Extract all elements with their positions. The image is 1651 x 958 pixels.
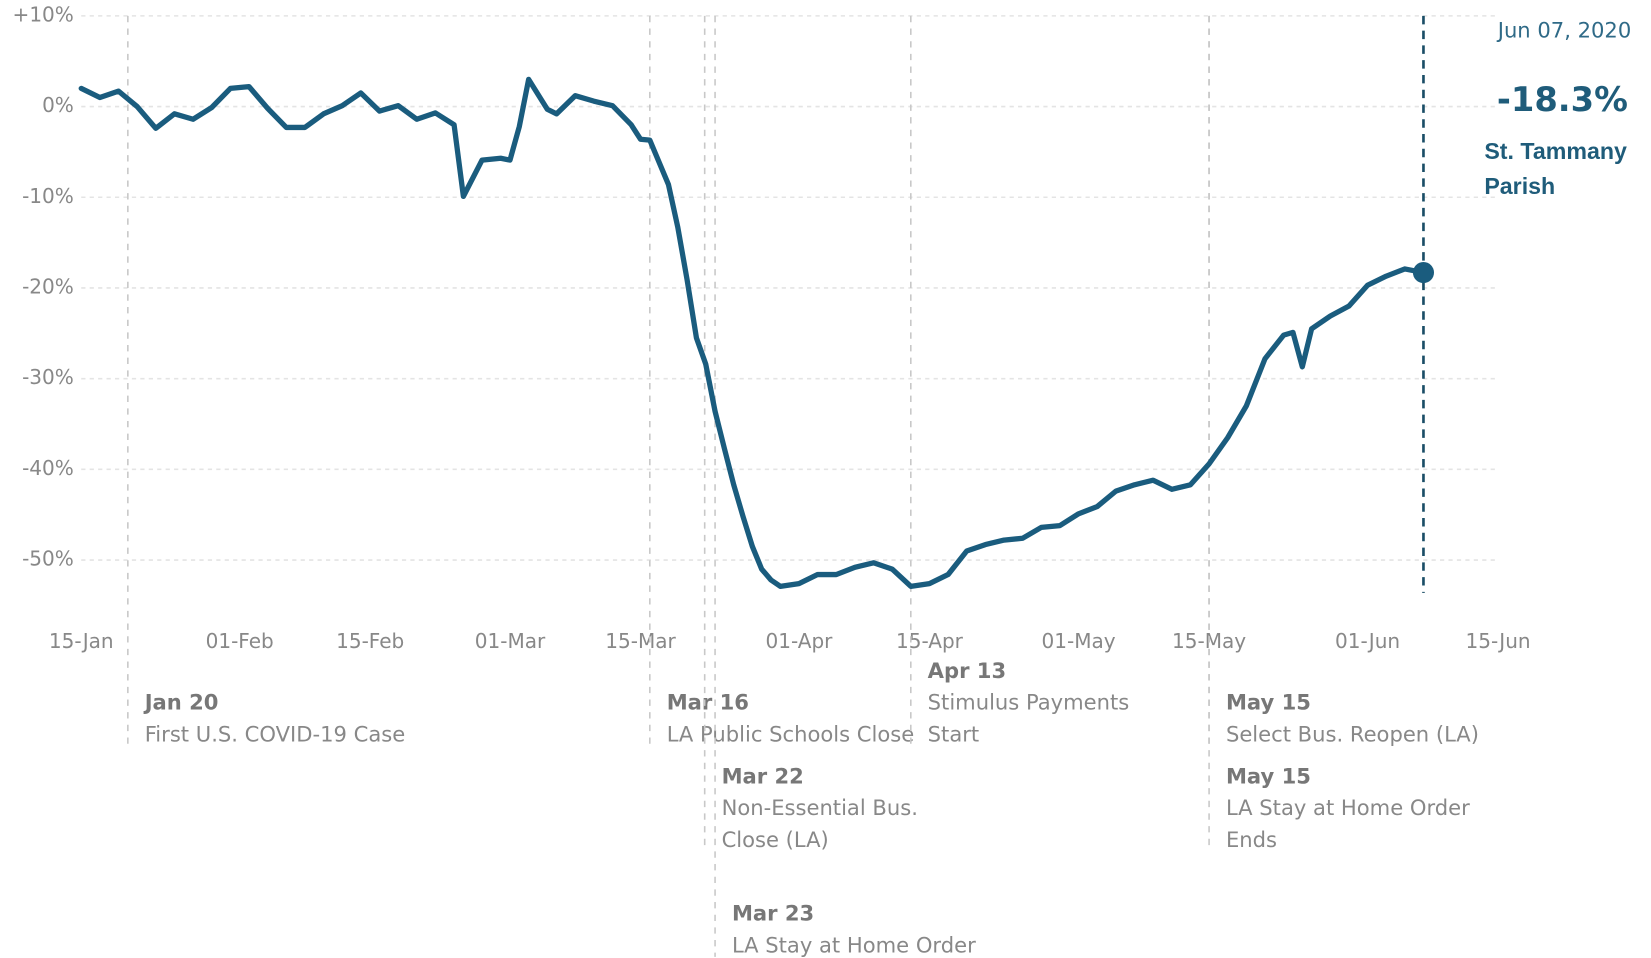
highlight-date: Jun 07, 2020 — [1496, 18, 1632, 43]
y-tick-label: -50% — [22, 547, 74, 571]
y-tick-label: -40% — [22, 456, 74, 480]
event-date: Jan 20 — [143, 690, 219, 715]
x-tick-label: 15-Apr — [896, 629, 964, 653]
y-tick-label: -10% — [22, 184, 74, 208]
data-line — [78, 76, 1427, 589]
event-text: Non-Essential Bus. — [722, 795, 918, 820]
y-tick-label: 0% — [42, 93, 74, 117]
event-text: LA Stay at Home Order — [1226, 795, 1470, 820]
x-tick-label: 15-Feb — [336, 629, 404, 653]
event-date: Apr 13 — [928, 658, 1006, 683]
event-text: First U.S. COVID-19 Case — [145, 721, 405, 746]
event-text: Ends — [1226, 827, 1277, 852]
event-text: Select Bus. Reopen (LA) — [1226, 721, 1479, 746]
y-tick-label: +10% — [13, 2, 74, 26]
event-date: Mar 16 — [667, 690, 749, 715]
highlight-location: Parish — [1484, 173, 1555, 199]
y-tick-label: -30% — [22, 365, 74, 389]
x-tick-label: 15-Jun — [1465, 629, 1530, 653]
x-tick-label: 01-May — [1042, 629, 1116, 653]
x-tick-label: 01-Apr — [765, 629, 833, 653]
highlight-value: -18.3% — [1497, 80, 1628, 119]
x-tick-label: 01-Mar — [475, 629, 546, 653]
event-text: Stimulus Payments — [928, 690, 1130, 715]
event-date: Mar 23 — [732, 901, 814, 926]
y-tick-label: -20% — [22, 274, 74, 298]
event-date: May 15 — [1226, 690, 1311, 715]
event-date: Mar 22 — [722, 764, 804, 789]
event-date: May 15 — [1226, 764, 1311, 789]
event-text: LA Stay at Home Order — [732, 932, 976, 957]
event-text: Close (LA) — [722, 827, 829, 852]
x-tick-label: 01-Feb — [206, 629, 274, 653]
x-tick-label: 15-Jan — [49, 629, 114, 653]
highlight-location: St. Tammany — [1484, 138, 1627, 164]
x-tick-label: 15-Mar — [605, 629, 676, 653]
event-text: LA Public Schools Close — [667, 721, 915, 746]
event-text: Start — [928, 721, 980, 746]
end-dot — [1412, 261, 1435, 284]
x-tick-label: 01-Jun — [1335, 629, 1400, 653]
